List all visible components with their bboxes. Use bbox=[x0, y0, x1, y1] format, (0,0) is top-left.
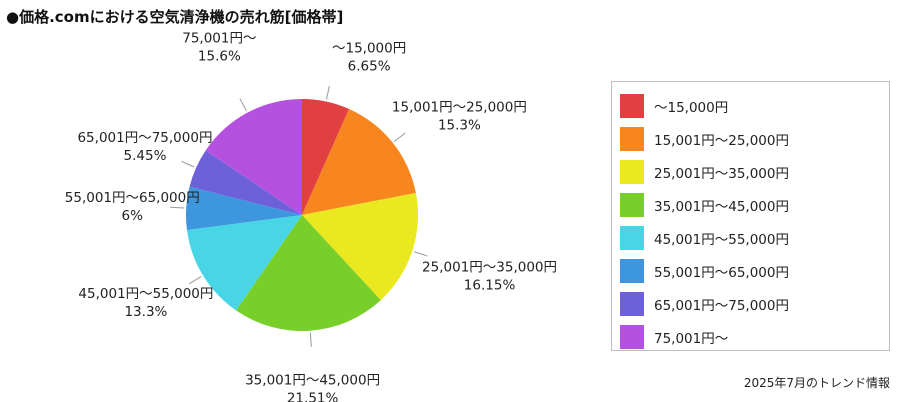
legend-swatch bbox=[620, 292, 644, 316]
pie-slice bbox=[302, 108, 416, 215]
leader-line bbox=[181, 160, 195, 168]
legend-label: 〜15,000円 bbox=[654, 100, 729, 116]
pie-slice bbox=[302, 192, 418, 301]
leader-line bbox=[394, 132, 406, 142]
pie-slice bbox=[186, 215, 302, 311]
pie-slice bbox=[205, 99, 302, 215]
slice-value-label: 6.65% bbox=[348, 58, 391, 74]
legend-label: 75,001円〜 bbox=[654, 331, 729, 347]
slice-value-label: 5.45% bbox=[124, 148, 167, 164]
pie-slice bbox=[189, 150, 302, 215]
slice-category-label: 〜15,000円 bbox=[332, 40, 406, 56]
legend-item: 55,001円〜65,000円 bbox=[620, 258, 789, 284]
leader-line bbox=[189, 275, 202, 285]
slice-category-label: 45,001円〜55,000円 bbox=[78, 286, 213, 302]
pie-slice bbox=[185, 186, 302, 230]
leader-line bbox=[413, 251, 428, 257]
pie-slice bbox=[235, 215, 381, 331]
slice-category-label: 15,001円〜25,000円 bbox=[392, 100, 527, 116]
legend-item: 15,001円〜25,000円 bbox=[620, 126, 789, 152]
slice-value-label: 6% bbox=[122, 208, 144, 224]
pie-chart: 〜15,000円 6.65% 15,001円〜25,000円 15.3% 25,001円… bbox=[65, 31, 557, 402]
slice-value-label: 16.15% bbox=[464, 278, 516, 294]
slice-value-label: 15.6% bbox=[198, 49, 241, 65]
legend-label: 25,001円〜35,000円 bbox=[654, 166, 789, 182]
chart-title: ●価格.comにおける空気清浄機の売れ筋[価格帯] bbox=[6, 8, 344, 26]
slice-category-label: 55,001円〜65,000円 bbox=[65, 190, 200, 206]
leader-line bbox=[170, 206, 185, 209]
legend-item: 35,001円〜45,000円 bbox=[620, 192, 789, 218]
legend-item: 25,001円〜35,000円 bbox=[620, 159, 789, 185]
legend-label: 15,001円〜25,000円 bbox=[654, 133, 789, 149]
legend-swatch bbox=[620, 259, 644, 283]
legend-swatch bbox=[620, 160, 644, 184]
slice-category-label: 75,001円〜 bbox=[182, 31, 256, 47]
legend-swatch bbox=[620, 226, 644, 250]
legend-item: 65,001円〜75,000円 bbox=[620, 291, 789, 317]
footnote: 2025年7月のトレンド情報 bbox=[743, 376, 890, 390]
slice-category-label: 35,001円〜45,000円 bbox=[245, 373, 380, 389]
slice-value-label: 13.3% bbox=[124, 304, 167, 320]
legend-swatch bbox=[620, 127, 644, 151]
pie-slice bbox=[302, 99, 350, 215]
legend-item: 45,001円〜55,000円 bbox=[620, 225, 789, 251]
legend-item: 75,001円〜 bbox=[620, 324, 728, 350]
legend-label: 55,001円〜65,000円 bbox=[654, 265, 789, 281]
legend-label: 45,001円〜55,000円 bbox=[654, 232, 789, 248]
slice-value-label: 21.51% bbox=[287, 391, 339, 402]
leader-line bbox=[239, 98, 247, 112]
slice-value-label: 15.3% bbox=[438, 118, 481, 134]
slice-category-label: 65,001円〜75,000円 bbox=[77, 130, 212, 146]
leader-line bbox=[309, 332, 312, 347]
legend-swatch bbox=[620, 325, 644, 349]
legend-label: 65,001円〜75,000円 bbox=[654, 298, 789, 314]
leader-line bbox=[325, 85, 330, 100]
legend-label: 35,001円〜45,000円 bbox=[654, 199, 789, 215]
slice-category-label: 25,001円〜35,000円 bbox=[422, 260, 557, 276]
chart-legend: 〜15,000円 15,001円〜25,000円 25,001円〜35,000円… bbox=[611, 81, 890, 351]
legend-swatch bbox=[620, 94, 644, 118]
legend-swatch bbox=[620, 193, 644, 217]
legend-item: 〜15,000円 bbox=[620, 93, 728, 119]
